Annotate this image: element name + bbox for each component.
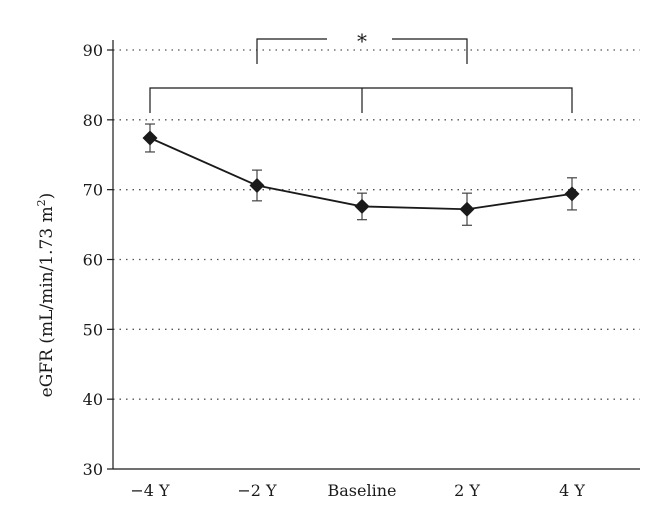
significance-star: * xyxy=(357,29,367,53)
y-tick-labels: 30 40 50 60 70 80 90 xyxy=(83,41,103,479)
significance-brackets: * xyxy=(149,29,573,113)
x-tick-labels: −4 Y −2 Y Baseline 2 Y 4 Y xyxy=(130,481,585,500)
y-tick-label-30: 30 xyxy=(83,460,103,479)
series-line xyxy=(149,137,573,211)
y-tick-label-60: 60 xyxy=(83,251,103,270)
y-axis-title-main: eGFR (mL/min/1.73 m xyxy=(37,206,57,397)
x-tick-label-4: 4 Y xyxy=(559,481,585,500)
data-point-0 xyxy=(142,130,158,146)
gridlines xyxy=(113,49,640,400)
data-point-4 xyxy=(564,186,580,202)
data-point-1 xyxy=(249,177,265,193)
y-axis-title: eGFR (mL/min/1.73 m2) xyxy=(35,193,57,398)
x-tick-label-1: −2 Y xyxy=(237,481,277,500)
data-point-2 xyxy=(354,198,370,214)
y-tick-label-40: 40 xyxy=(83,390,103,409)
bracket-short-right xyxy=(392,38,468,64)
y-tick-label-70: 70 xyxy=(83,181,103,200)
data-point-3 xyxy=(459,201,475,217)
bracket-long xyxy=(149,87,573,113)
series-egfr xyxy=(142,123,580,226)
axes xyxy=(107,40,640,470)
x-tick-label-0: −4 Y xyxy=(130,481,170,500)
y-tick-label-90: 90 xyxy=(83,41,103,60)
y-tick-label-50: 50 xyxy=(83,320,103,339)
y-tick-label-80: 80 xyxy=(83,111,103,130)
bracket-short-left xyxy=(256,38,327,64)
x-tick-label-3: 2 Y xyxy=(454,481,480,500)
x-tick-label-2: Baseline xyxy=(328,481,397,500)
y-axis-title-superscript: 2 xyxy=(35,199,48,206)
y-axis-title-close: ) xyxy=(37,193,57,200)
